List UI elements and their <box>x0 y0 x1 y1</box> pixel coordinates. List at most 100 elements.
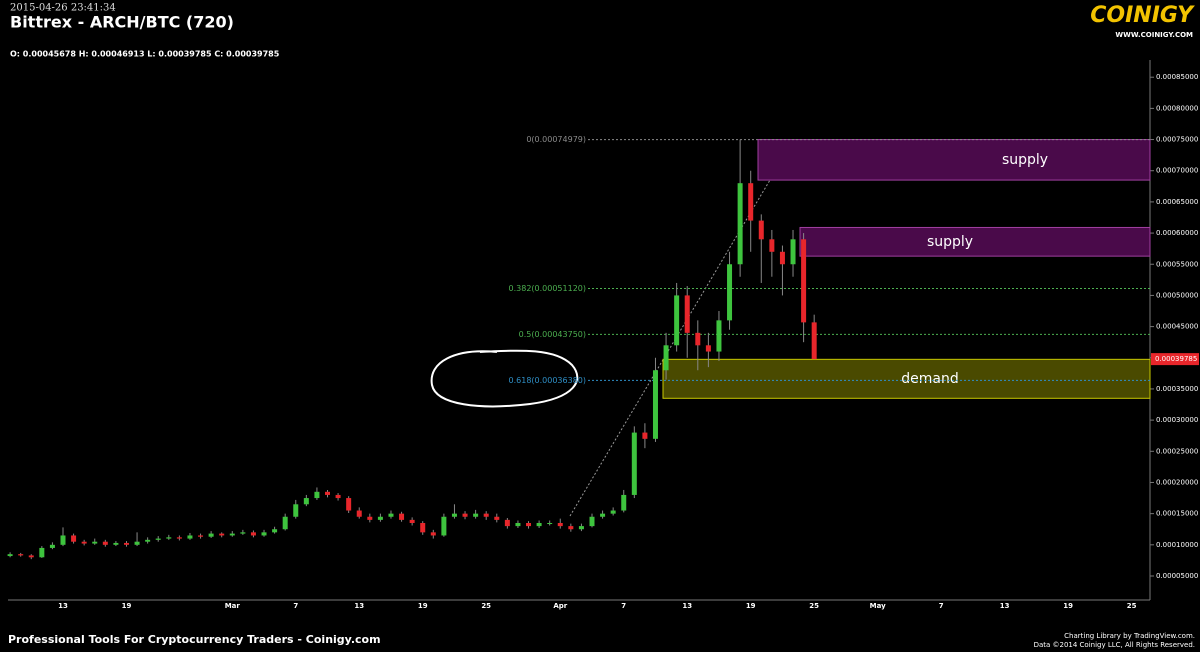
candle-body <box>801 239 807 323</box>
candle-body <box>219 533 225 536</box>
candle-body <box>198 535 204 537</box>
candle-body <box>779 251 785 265</box>
x-tick-label: 25 <box>1127 602 1137 610</box>
candle-body <box>652 370 658 439</box>
x-tick-label: 7 <box>293 602 298 610</box>
candle-body <box>49 544 55 548</box>
y-tick-label: 0.00045000 <box>1156 323 1198 331</box>
candle-body <box>102 541 108 545</box>
candle-body <box>293 504 299 517</box>
fib-label: 0.5(0.00043750) <box>519 330 586 339</box>
y-tick-label: 0.00035000 <box>1156 385 1198 393</box>
candle-body <box>187 535 193 539</box>
candle-body <box>282 516 288 530</box>
x-tick-label: 13 <box>354 602 364 610</box>
candle-body <box>314 491 320 499</box>
fib-label: 0(0.00074979) <box>526 135 586 144</box>
candle-body <box>695 332 701 346</box>
x-tick-label: 19 <box>1063 602 1073 610</box>
y-tick-label: 0.00005000 <box>1156 572 1198 580</box>
candle-body <box>409 519 415 523</box>
fib-trend-line <box>569 137 796 517</box>
fib-label: 0.618(0.00036380) <box>509 376 587 385</box>
candle-body <box>568 526 574 530</box>
candle-body <box>240 532 246 534</box>
candle-body <box>18 554 24 556</box>
candle-body <box>705 345 711 352</box>
footer-left: Professional Tools For Cryptocurrency Tr… <box>8 633 381 646</box>
y-tick-label: 0.00050000 <box>1156 291 1198 299</box>
candle-body <box>547 522 553 524</box>
x-tick-label: 13 <box>58 602 68 610</box>
plot: 0.00005000 0.00010000 0.00015000 0.00020000… <box>7 73 1199 610</box>
candle-body <box>515 522 521 527</box>
fib-label: 0.382(0.00051120) <box>509 284 587 293</box>
timestamp: 2015-04-26 23:41:34 <box>10 3 116 14</box>
candle-body <box>92 541 98 544</box>
x-tick-label: 13 <box>1000 602 1010 610</box>
x-tick-label: 19 <box>746 602 756 610</box>
y-tick-label: 0.00075000 <box>1156 136 1198 144</box>
y-tick-label: 0.00010000 <box>1156 541 1198 549</box>
highlight-ellipse <box>430 349 579 408</box>
candle-body <box>441 516 447 536</box>
candle-body <box>642 432 648 439</box>
x-tick-label: 13 <box>682 602 692 610</box>
candle-body <box>229 533 235 536</box>
candle-body <box>811 322 817 360</box>
x-tick-label: Apr <box>553 602 567 610</box>
candle-body <box>684 295 690 333</box>
candle-body <box>462 513 468 517</box>
candle-body <box>208 533 214 537</box>
y-tick-label: 0.00080000 <box>1156 104 1198 112</box>
zone <box>799 226 1151 257</box>
candle-body <box>621 494 627 511</box>
x-tick-label: 25 <box>809 602 819 610</box>
candle-body <box>504 519 510 527</box>
candle-body <box>325 491 330 495</box>
candle-body <box>716 320 722 352</box>
candle-body <box>303 498 309 505</box>
ohlc-readout: O: 0.00045678 H: 0.00046913 L: 0.0003978… <box>10 50 280 59</box>
zone-label: supply <box>1002 152 1048 168</box>
x-tick-label: 25 <box>481 602 491 610</box>
candle-body <box>758 220 764 240</box>
logo: COINIGY <box>1090 3 1195 28</box>
candle-body <box>356 510 362 517</box>
candle-body <box>81 541 87 544</box>
candle-body <box>610 510 616 514</box>
x-tick-label: 7 <box>621 602 626 610</box>
candle-body <box>272 529 278 533</box>
zone-label: supply <box>927 234 973 250</box>
zone-label: demand <box>901 371 958 387</box>
candle-body <box>176 537 182 539</box>
candle-body <box>335 494 341 499</box>
y-tick-label: 0.00065000 <box>1156 198 1198 206</box>
y-tick-label: 0.00060000 <box>1156 229 1198 237</box>
candle-body <box>367 516 373 520</box>
candle-body <box>600 513 606 517</box>
zone <box>662 358 1151 399</box>
x-tick-label: 19 <box>122 602 132 610</box>
candle-body <box>388 513 394 517</box>
chart-title: Bittrex - ARCH/BTC (720) <box>10 13 234 32</box>
candle-body <box>60 535 66 545</box>
candle-body <box>39 547 45 558</box>
x-tick-label: May <box>870 602 886 610</box>
candle-body <box>28 555 34 558</box>
candle-body <box>166 537 172 539</box>
y-tick-label: 0.00030000 <box>1156 416 1198 424</box>
y-tick-label: 0.00070000 <box>1156 167 1198 175</box>
candle-body <box>123 542 129 545</box>
candle-body <box>145 539 151 542</box>
candle-body <box>536 522 542 527</box>
x-tick-label: 7 <box>939 602 944 610</box>
candle-body <box>420 522 426 533</box>
candle-body <box>589 516 595 527</box>
candle-body <box>631 432 637 495</box>
candle-body <box>473 513 479 517</box>
y-tick-label: 0.00085000 <box>1156 73 1198 81</box>
candle-body <box>557 522 563 527</box>
y-tick-label: 0.00055000 <box>1156 260 1198 268</box>
